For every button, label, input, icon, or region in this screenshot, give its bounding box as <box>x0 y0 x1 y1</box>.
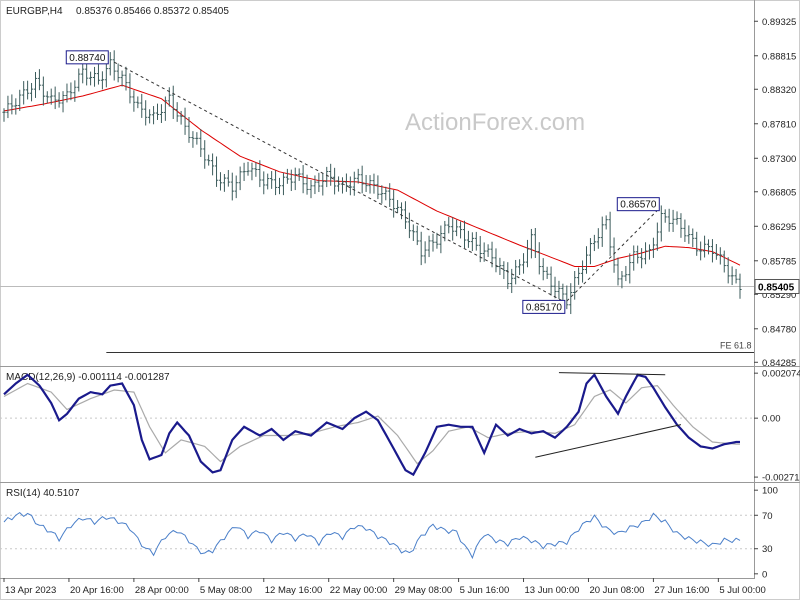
trendlines-layer <box>113 61 658 302</box>
price-annotation-label: 0.85170 <box>526 302 563 313</box>
price-tick-label: 0.87810 <box>762 119 796 130</box>
rsi-tick-label: 30 <box>762 544 773 555</box>
rsi-line <box>3 511 741 560</box>
price-annotation-label: 0.88740 <box>69 53 106 64</box>
ohlc-values: 0.85376 0.85466 0.85372 0.85405 <box>76 6 229 17</box>
price-bars-layer <box>2 50 742 315</box>
price-annotation-label: 0.86570 <box>620 200 657 211</box>
rsi-tick-label: 100 <box>762 486 778 497</box>
time-tick-label: 13 Jun 00:00 <box>525 585 580 596</box>
time-tick-label: 20 Apr 16:00 <box>70 585 124 596</box>
time-tick-label: 22 May 00:00 <box>330 585 388 596</box>
current-price-label: 0.85405 <box>758 282 795 293</box>
price-tick-label: 0.86295 <box>762 222 796 233</box>
fe-level-label: FE 61.8 <box>720 340 752 350</box>
price-tick-label: 0.84780 <box>762 324 796 335</box>
price-tick-label: 0.87300 <box>762 154 796 165</box>
rsi-layer <box>3 511 741 560</box>
macd-tick-label: 0.002074 <box>762 369 800 380</box>
time-tick-label: 5 Jul 00:00 <box>719 585 765 596</box>
macd-header: MACD(12,26,9) -0.001114 -0.001287 <box>6 372 170 383</box>
price-tick-label: 0.89325 <box>762 17 796 28</box>
moving-average-layer <box>3 84 741 267</box>
price-tick-label: 0.84285 <box>762 358 796 369</box>
time-tick-label: 12 May 16:00 <box>265 585 323 596</box>
price-tick-label: 0.88815 <box>762 51 796 62</box>
price-annotation-box <box>616 197 660 212</box>
price-tick-label: 0.86805 <box>762 187 796 198</box>
price-annotation-box <box>65 50 109 65</box>
macd-layer <box>3 372 740 477</box>
macd-trendline <box>558 372 666 376</box>
macd-trendline <box>535 424 682 458</box>
symbol-label: EURGBP,H4 <box>6 6 63 17</box>
time-tick-label: 29 May 08:00 <box>395 585 453 596</box>
time-tick-label: 13 Apr 2023 <box>5 585 56 596</box>
time-tick-label: 5 May 08:00 <box>200 585 252 596</box>
annotations-layer: 0.88740 0.86570 0.85170 <box>65 50 660 314</box>
rsi-tick-label: 0 <box>762 569 767 580</box>
macd-tick-label: 0.00 <box>762 414 781 425</box>
time-tick-label: 5 Jun 16:00 <box>460 585 510 596</box>
price-tick-label: 0.85785 <box>762 256 796 267</box>
axis-ticks: 0.89325 0.88815 0.88320 0.87810 0.87300 0.868… <box>0 17 800 596</box>
time-tick-label: 27 Jun 16:00 <box>654 585 709 596</box>
macd-tick-label: -0.002716 <box>762 473 800 484</box>
price-trendline <box>113 61 564 302</box>
time-tick-label: 28 Apr 00:00 <box>135 585 189 596</box>
watermark: ActionForex.com <box>405 109 585 136</box>
ma-series-line <box>3 84 741 267</box>
current-price-box <box>754 278 800 294</box>
price-tick-label: 0.85290 <box>762 290 796 301</box>
price-annotation-box <box>522 299 566 314</box>
time-tick-label: 20 Jun 08:00 <box>589 585 644 596</box>
rsi-header: RSI(14) 40.5107 <box>6 488 80 499</box>
price-tick-label: 0.88320 <box>762 85 796 96</box>
macd-line <box>3 372 740 477</box>
rsi-tick-label: 70 <box>762 511 773 522</box>
